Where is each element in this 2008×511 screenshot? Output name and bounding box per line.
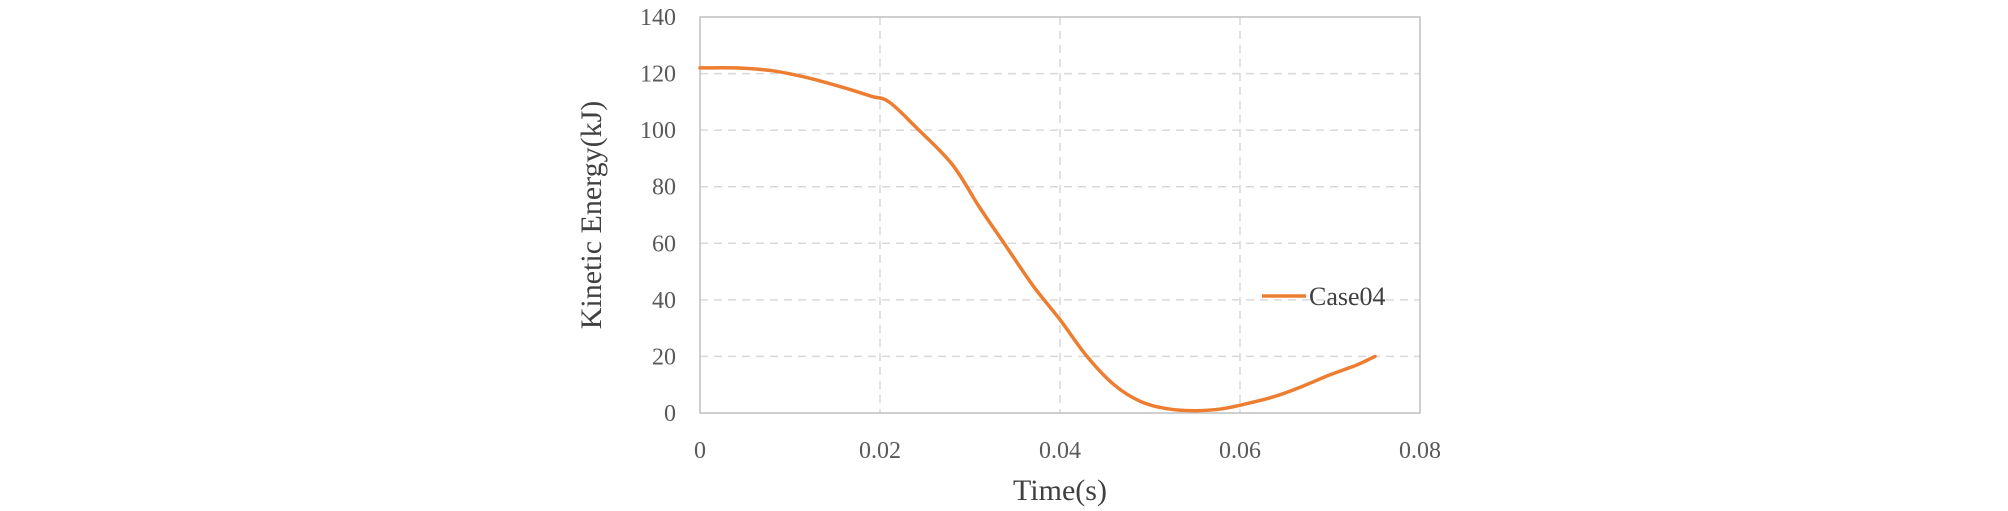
y-tick-label: 100 <box>640 118 676 144</box>
legend-label-case04: Case04 <box>1309 282 1386 311</box>
x-tick-label: 0.06 <box>1219 438 1261 464</box>
x-tick-label: 0.08 <box>1399 438 1441 464</box>
y-tick-label: 20 <box>652 344 676 370</box>
x-tick-label: 0.02 <box>859 438 901 464</box>
y-tick-label: 80 <box>652 175 676 201</box>
series-layer <box>698 65 1377 413</box>
x-axis-ticks: 0 0.02 0.04 0.06 0.08 <box>694 438 1441 464</box>
x-tick-label: 0.04 <box>1039 438 1081 464</box>
y-tick-label: 140 <box>640 5 676 31</box>
y-tick-label: 40 <box>652 288 676 314</box>
y-tick-label: 0 <box>664 401 676 427</box>
y-axis-title: Kinetic Energy(kJ) <box>575 101 608 330</box>
x-tick-label: 0 <box>694 438 706 464</box>
plot-area <box>699 16 1421 414</box>
y-axis-ticks: 0 20 40 60 80 100 120 140 <box>640 5 676 427</box>
grid-lines <box>700 17 1420 413</box>
series-line-case04 <box>698 65 1377 413</box>
y-tick-label: 60 <box>652 231 676 257</box>
legend: Case04 <box>1262 282 1386 311</box>
x-axis-title: Time(s) <box>1013 474 1107 507</box>
y-tick-label: 120 <box>640 62 676 88</box>
